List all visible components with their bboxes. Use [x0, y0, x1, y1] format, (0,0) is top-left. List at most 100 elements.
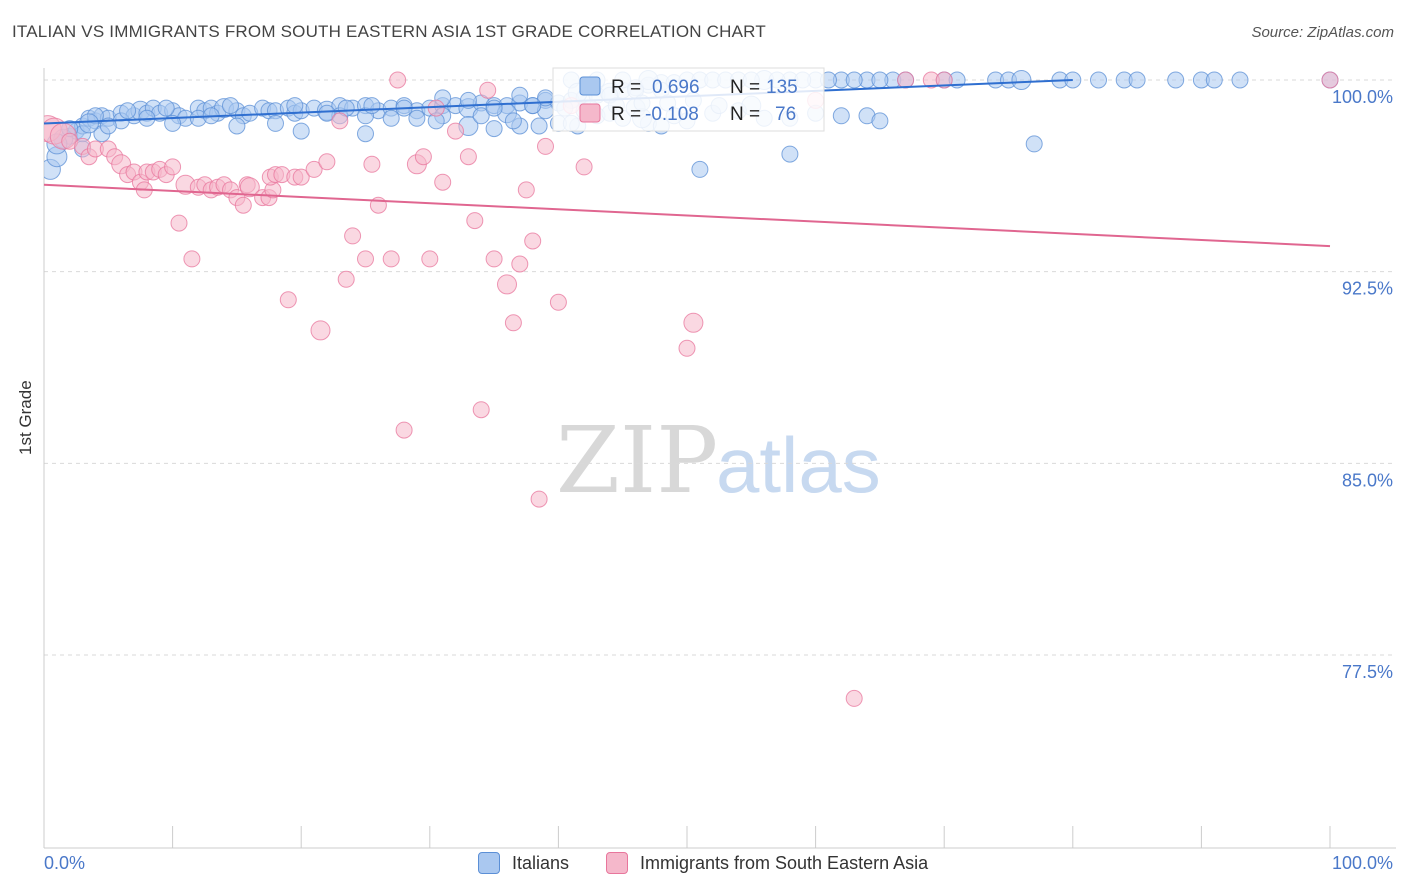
legend-label-immigrants: Immigrants from South Eastern Asia [640, 852, 929, 873]
immigrants-point [395, 421, 413, 439]
immigrants-point [363, 155, 381, 173]
chart-source: Source: ZipAtlas.com [1251, 24, 1394, 41]
immigrants-point [530, 490, 548, 508]
immigrants-point [305, 160, 323, 178]
italians-point [99, 117, 117, 135]
stats-box: R = 0.696 N = 135 R = -0.108 N = 76 [552, 67, 825, 132]
italians-point [228, 117, 246, 135]
italians-point [1128, 71, 1146, 89]
italians-point [408, 109, 426, 127]
italians-point [1011, 70, 1032, 90]
watermark-zip: ZIP [556, 407, 718, 514]
chart-title: ITALIAN VS IMMIGRANTS FROM SOUTH EASTERN… [12, 22, 766, 41]
immigrants-point [504, 314, 522, 332]
immigrants-point [310, 320, 331, 341]
y-tick-label: 100.0% [1332, 87, 1393, 107]
immigrants-point [331, 112, 349, 130]
immigrants-point [234, 196, 252, 214]
immigrants-point [537, 137, 554, 155]
stats-swatch-immigrants [579, 103, 601, 123]
stats-r-label-2: R = [611, 104, 641, 125]
immigrants-point [337, 270, 355, 288]
immigrants-point [479, 81, 497, 99]
legend-label-italians: Italians [512, 852, 570, 873]
italians-point [472, 107, 490, 125]
x-tick-label-min: 0.0% [44, 853, 85, 873]
italians-point [504, 112, 522, 130]
stats-r-value-1: 0.696 [652, 77, 700, 98]
x-tick-label-max: 100.0% [1332, 853, 1393, 873]
italians-point [119, 102, 137, 120]
grid [44, 79, 1396, 656]
immigrants-point [357, 250, 374, 268]
immigrants-point [183, 250, 201, 268]
stats-n-value-2: 76 [775, 104, 796, 125]
data-points [44, 70, 1339, 707]
italians-point [1205, 71, 1223, 89]
immigrants-point [511, 255, 529, 273]
italians-point [485, 120, 503, 138]
italians-point [318, 104, 336, 122]
legend: Italians Immigrants from South Eastern A… [0, 850, 1406, 878]
italians-point [530, 117, 548, 135]
legend-swatch-italians [478, 852, 500, 874]
trend-line-immigrants [43, 183, 1331, 248]
immigrants-point [524, 232, 542, 250]
stats-n-label-1: N = [730, 77, 760, 98]
immigrants-point [389, 71, 407, 89]
immigrants-point [485, 250, 503, 268]
italians-point [292, 122, 310, 140]
italians-point [79, 113, 99, 134]
watermark: ZIP atlas [556, 407, 881, 514]
immigrants-point [897, 71, 915, 89]
italians-point [382, 109, 400, 127]
immigrants-point [344, 227, 362, 245]
immigrants-point [414, 148, 432, 166]
italians-point [357, 125, 374, 143]
y-tick-label: 77.5% [1342, 662, 1393, 682]
italians-point [845, 71, 863, 89]
immigrants-point [434, 173, 452, 191]
italians-point [781, 145, 799, 163]
italians-point [691, 160, 709, 178]
immigrants-point [517, 181, 535, 199]
italians-point [524, 97, 542, 115]
italians-point [871, 112, 889, 130]
immigrants-point [472, 401, 490, 419]
immigrants-point [170, 214, 188, 232]
italians-point [363, 97, 381, 115]
immigrants-point [279, 291, 297, 309]
y-tick-label: 92.5% [1342, 279, 1393, 299]
immigrants-point [575, 158, 593, 176]
italians-point [222, 97, 239, 115]
legend-item-italians[interactable]: Italians [478, 852, 569, 874]
stats-n-value-1: 135 [766, 77, 798, 98]
axes: 77.5% 85.0% 92.5% 100.0% [43, 68, 1396, 849]
immigrants-point [1321, 71, 1339, 89]
stats-swatch-italians [579, 76, 601, 96]
immigrants-point [318, 153, 336, 171]
immigrants-point [382, 250, 400, 268]
immigrants-point [497, 274, 517, 295]
italians-point [157, 99, 175, 117]
immigrants-point [549, 293, 567, 311]
italians-point [286, 97, 304, 115]
legend-item-immigrants[interactable]: Immigrants from South Eastern Asia [606, 852, 928, 874]
stats-r-value-2: -0.108 [645, 104, 699, 125]
italians-point [832, 107, 850, 125]
italians-point [511, 86, 529, 104]
watermark-atlas: atlas [716, 421, 881, 509]
immigrants-point [466, 212, 484, 230]
italians-point [871, 71, 889, 89]
legend-swatch-immigrants [606, 852, 628, 874]
immigrants-point [845, 689, 863, 707]
immigrants-point [292, 168, 310, 186]
immigrants-point [678, 339, 696, 357]
italians-point [1231, 71, 1249, 89]
italians-point [485, 99, 503, 117]
y-tick-label: 85.0% [1342, 470, 1393, 490]
immigrants-point [239, 177, 260, 198]
italians-point [164, 114, 182, 132]
italians-point [1090, 71, 1107, 89]
